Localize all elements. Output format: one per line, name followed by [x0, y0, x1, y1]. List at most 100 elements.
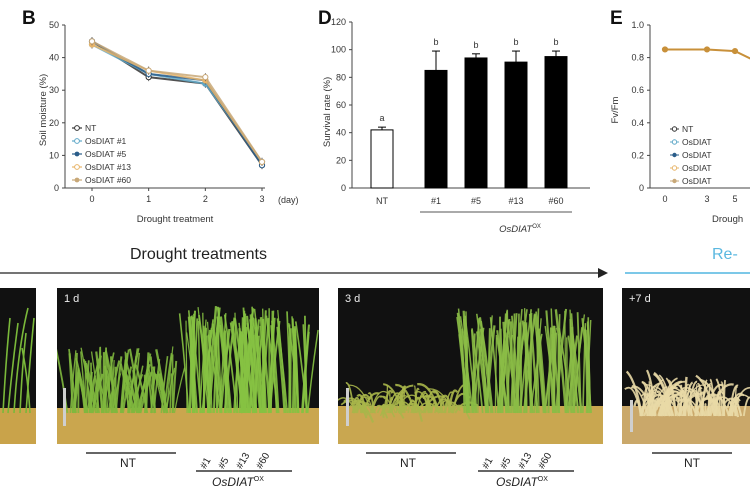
rice-leaf: [289, 328, 292, 414]
rice-leaf: [271, 320, 280, 414]
rice-leaf: [90, 351, 100, 414]
scale-bar: [346, 388, 349, 426]
rice-leaf: [569, 309, 575, 414]
plant-photo-1d-illustration: [57, 305, 319, 444]
legend-line-1: #1: [117, 136, 127, 146]
rice-leaf: [683, 376, 688, 417]
rice-leaf: [573, 327, 583, 414]
fvfm-data-point: [661, 46, 669, 53]
soil-data-point: [145, 67, 152, 74]
rice-leaf: [398, 402, 408, 414]
fvfm-ylabel: Fv/Fm: [610, 96, 621, 123]
fvfm-legend-ox5: OsDIAT: [682, 150, 712, 160]
soil-tray: [57, 408, 319, 444]
rice-leaf: [522, 313, 537, 414]
soil-series-line: [91, 40, 263, 166]
rice-leaf: [86, 358, 100, 414]
rice-leaf: [515, 321, 526, 414]
fvfm-ytick-label: 0.6: [631, 85, 644, 95]
survival-ytick-label: 80: [336, 72, 346, 82]
rice-leaf: [586, 321, 592, 414]
rice-leaf: [121, 349, 130, 414]
rice-leaf: [652, 373, 672, 417]
fvfm-data-point: [703, 46, 711, 53]
survival-ytick-label: 120: [331, 17, 346, 27]
legend-ox-name-60: OsDIAT: [85, 175, 114, 185]
rice-leaf: [535, 311, 546, 414]
rice-leaf: [437, 399, 455, 414]
scale-bar: [63, 388, 66, 426]
survival-category-label: #13: [508, 196, 523, 206]
drought-treatments-label: Drought treatments: [130, 246, 267, 263]
rice-leaf: [373, 404, 389, 419]
fvfm-legend-ox13: OsDIAT: [682, 163, 712, 173]
svg-text:OsDIAT #5: OsDIAT #5: [85, 149, 127, 159]
photo-1d-label: 1 d: [64, 293, 80, 305]
rice-leaf: [160, 356, 169, 414]
rice-leaf: [485, 325, 496, 414]
rice-leaf: [439, 394, 453, 414]
soil-moisture-x-unit: (day): [278, 195, 299, 205]
ox-label-2-sup: OX: [537, 476, 548, 483]
rice-leaf: [155, 349, 169, 414]
survival-bar: [464, 57, 488, 189]
rice-leaf: [241, 331, 244, 414]
rice-leaf: [658, 374, 674, 417]
fvfm-ytick-label: 0.4: [631, 118, 644, 128]
rice-leaf: [709, 383, 734, 417]
fvfm-ytick-label: 0.8: [631, 53, 644, 63]
soil-ytick-label: 10: [49, 150, 59, 160]
rice-leaf: [486, 328, 491, 414]
survival-category-label: #60: [548, 196, 563, 206]
survival-ytick-label: 60: [336, 100, 346, 110]
rice-leaf: [136, 363, 151, 414]
ox-label-2: OsDIATOX: [496, 475, 548, 489]
rice-leaf: [276, 318, 289, 414]
fvfm-ytick-label: 0.2: [631, 150, 644, 160]
rice-leaf: [687, 383, 693, 417]
rice-leaf: [89, 375, 97, 414]
rice-leaf: [216, 321, 220, 414]
rice-leaf: [207, 329, 211, 414]
rice-leaf: [163, 352, 173, 414]
rice-leaf: [647, 391, 658, 417]
rice-leaf: [242, 334, 254, 414]
rice-leaf: [713, 399, 718, 417]
survival-xgroup-sup: OX: [532, 224, 541, 230]
soil-ytick-label: 30: [49, 85, 59, 95]
rice-leaf: [643, 393, 665, 417]
survival-sig-letter: b: [513, 37, 518, 47]
rice-leaf: [422, 395, 431, 414]
fvfm-xtick-label: 5: [732, 194, 737, 204]
fvfm-chart: 0 0.2 0.4 0.6 0.8 1.0 0 3 5 Fv/Fm Drough NT OsDI…: [610, 20, 750, 225]
survival-sig-letter: b: [473, 40, 478, 50]
rice-leaf: [564, 336, 575, 414]
fvfm-ytick-label: 0: [639, 183, 644, 193]
line-label-1-5: #5: [216, 455, 232, 471]
legend-ox-name-13: OsDIAT: [85, 162, 114, 172]
soil-xtick-label: 2: [203, 194, 208, 204]
rice-leaf: [246, 322, 258, 414]
rice-leaf: [557, 314, 561, 414]
fvfm-legend: NT OsDIAT OsDIAT OsDIAT OsDIAT: [670, 124, 712, 186]
legend-ox-name-1: OsDIAT: [85, 136, 114, 146]
svg-text:OsDIAT #60: OsDIAT #60: [85, 175, 131, 185]
rice-leaf: [265, 315, 279, 414]
survival-xgroup-label: OsDIATOX: [499, 224, 541, 235]
plant-photo-7d: +7 d: [622, 288, 750, 444]
rice-leaf: [219, 324, 231, 414]
rice-leaf: [261, 318, 266, 414]
rice-leaf: [288, 324, 291, 414]
photo-3d-label: 3 d: [345, 293, 361, 305]
rice-leaf: [96, 347, 101, 414]
rice-leaf: [432, 390, 444, 414]
line-label-2-60: #60: [536, 451, 555, 471]
survival-category-label: #1: [431, 196, 441, 206]
rice-leaf: [293, 326, 300, 414]
survival-bar: [504, 61, 528, 189]
fvfm-series-line: [665, 48, 750, 60]
rice-leaf: [173, 367, 186, 414]
rice-leaf: [143, 374, 148, 414]
survival-bar: [544, 56, 568, 189]
re-irrigation-label: Re-: [712, 246, 738, 263]
